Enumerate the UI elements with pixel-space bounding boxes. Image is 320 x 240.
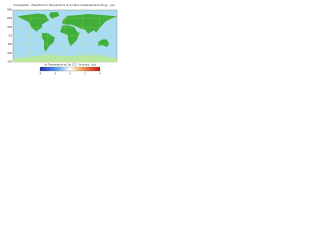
lat-label: 60N (7, 17, 12, 20)
colorbar-label: Air Temperature at 2m [°C] · Anomaly · J… (44, 64, 96, 67)
antarctica (12, 54, 118, 63)
lat-label: EQ (9, 35, 13, 38)
australia (98, 39, 110, 47)
colorbar-tick-label: 4 (99, 73, 101, 76)
eurasia (62, 14, 118, 34)
colorbar-tick-label: 2 (84, 73, 86, 76)
colorbar-tick-label: -2 (54, 73, 57, 76)
continents (12, 12, 118, 63)
lat-label: 30N (7, 26, 12, 29)
lat-label: 90N (7, 9, 12, 12)
graticule (13, 9, 117, 63)
page: {"header": {"title": "Unweighted · Weigh… (0, 0, 320, 86)
south-america (41, 33, 55, 52)
colorbar-tick-label: -4 (39, 73, 42, 76)
title: Unweighted · Weighted for Temperature at… (13, 3, 115, 7)
lat-label: 30S (7, 43, 12, 46)
north-america (17, 13, 50, 34)
lat-label: 90S (7, 61, 12, 64)
map-figure: Unweighted · Weighted for Temperature at… (7, 3, 118, 76)
colorbar (39, 66, 101, 72)
greenland (49, 12, 60, 19)
colorbar-tick-label: 0 (69, 73, 71, 76)
lat-label: 60S (7, 52, 12, 55)
